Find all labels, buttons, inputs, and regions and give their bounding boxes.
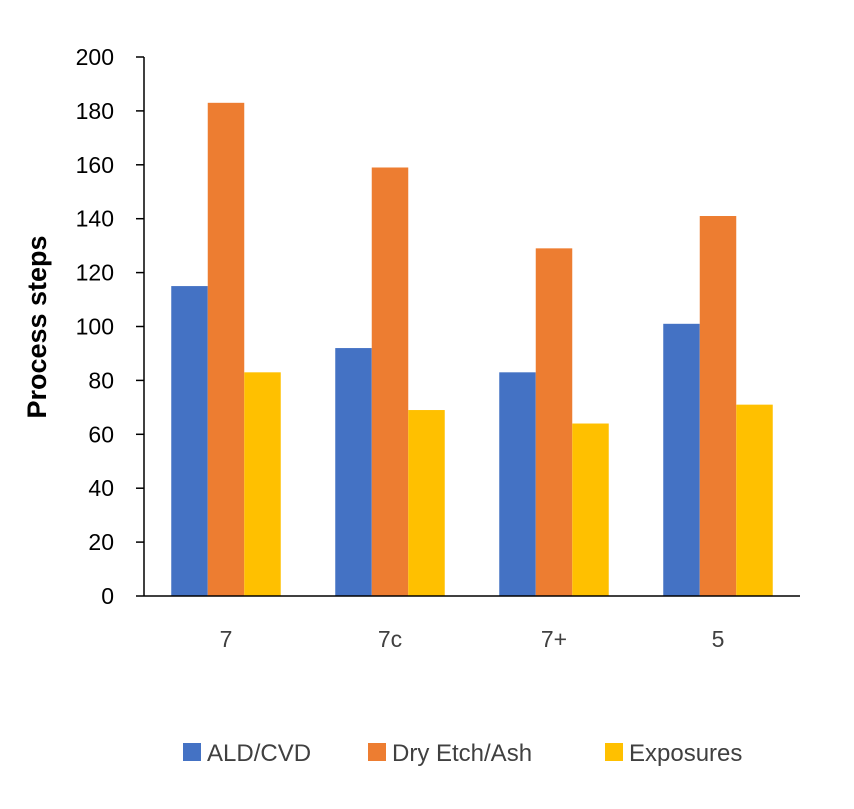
x-axis-labels: 7 7c 7+ 5 [220,626,725,652]
y-tick-label: 120 [76,260,114,286]
y-axis-title: Process steps [22,235,52,418]
legend-swatch [183,743,201,761]
y-tick-label: 60 [88,421,114,447]
bars-group [171,102,773,596]
y-tick-label: 140 [76,206,114,232]
x-tick-label: 7+ [541,626,567,652]
x-tick-label: 7c [378,626,402,652]
bar [499,372,536,596]
y-tick-label: 200 [76,44,114,70]
bar [699,216,737,596]
legend-label: ALD/CVD [207,740,311,767]
legend-label: Dry Etch/Ash [392,740,532,767]
y-tick-label: 80 [88,367,114,393]
y-tick-label: 20 [88,529,114,555]
bar [663,323,700,596]
bar [207,102,245,596]
x-tick-label: 7 [220,626,233,652]
bar [572,423,609,596]
y-tick-label: 160 [76,152,114,178]
y-axis-ticks: 0 20 40 60 80 100 120 140 160 180 200 [76,44,144,609]
legend-swatch [605,743,623,761]
bar [535,248,573,596]
y-tick-label: 180 [76,98,114,124]
bar [408,410,445,596]
y-tick-label: 40 [88,475,114,501]
legend: ALD/CVD Dry Etch/Ash Exposures [183,740,742,767]
x-tick-label: 5 [712,626,725,652]
bar [371,167,409,596]
bar [335,348,372,596]
bar [171,286,208,596]
legend-swatch [368,743,386,761]
bar [736,404,773,596]
legend-label: Exposures [629,740,742,767]
y-tick-label: 0 [101,583,114,609]
bar [244,372,281,596]
y-tick-label: 100 [76,314,114,340]
